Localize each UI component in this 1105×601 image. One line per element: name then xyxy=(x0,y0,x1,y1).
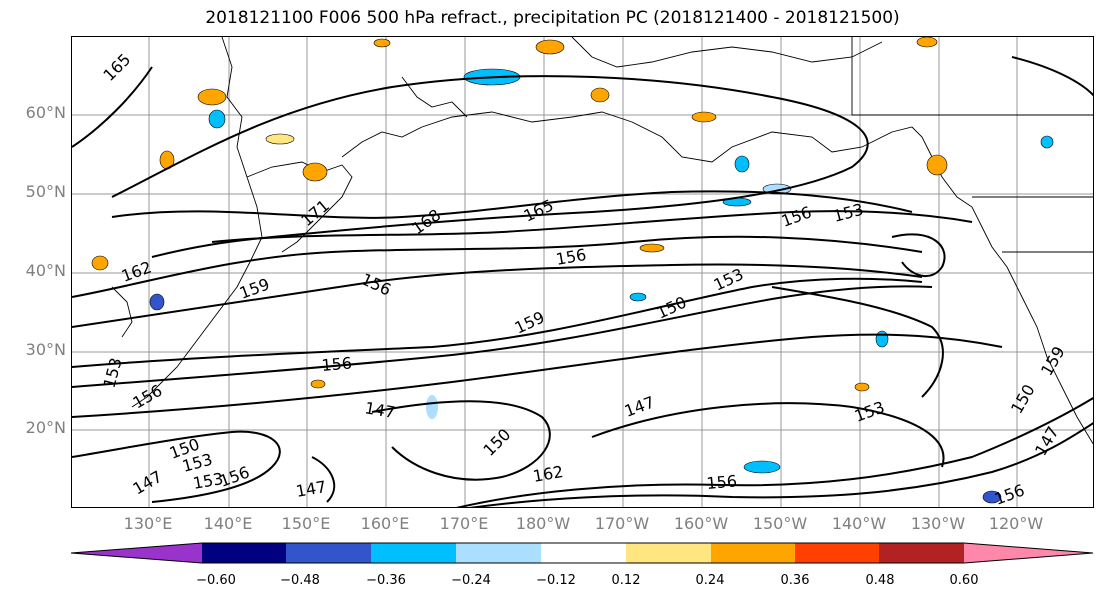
lat-label-30n: 30°N xyxy=(25,340,66,359)
contour-label: 156 xyxy=(358,269,394,299)
contour-label: 156 xyxy=(779,202,814,230)
colorbar-segment xyxy=(541,543,626,563)
colorbar-segment xyxy=(626,543,711,563)
contour-labels: 165 171 168 165 156 153 162 159 156 156 … xyxy=(99,50,1069,508)
colorbar-segment xyxy=(456,543,541,563)
lon-label-170w: 170°W xyxy=(594,514,650,533)
contour-label: 147 xyxy=(622,392,657,420)
colorbar-segment xyxy=(795,543,879,563)
lat-label-20n: 20°N xyxy=(25,418,66,437)
lon-label-150w: 150°W xyxy=(752,514,808,533)
colorbar-tick: 0.24 xyxy=(695,573,725,588)
colorbar-segment xyxy=(371,543,456,563)
contour-label: 156 xyxy=(130,381,166,413)
colorbar-segments xyxy=(70,542,1094,564)
colorbar-tick: 0.36 xyxy=(780,573,810,588)
colorbar-segment xyxy=(879,543,964,563)
lat-label-50n: 50°N xyxy=(25,182,66,201)
colorbar-svg xyxy=(70,542,1094,564)
lat-label-40n: 40°N xyxy=(25,261,66,280)
colorbar xyxy=(70,542,1094,568)
colorbar-segment xyxy=(202,543,286,563)
colorbar-tick: 0.12 xyxy=(611,573,641,588)
lon-label-130e: 130°E xyxy=(123,514,173,533)
contour-label: 156 xyxy=(706,471,738,493)
contour-label: 165 xyxy=(521,195,557,225)
contour-label: 159 xyxy=(1037,343,1069,379)
lon-label-150e: 150°E xyxy=(281,514,331,533)
colorbar-tick: 0.48 xyxy=(865,573,895,588)
lon-label-160e: 160°E xyxy=(360,514,410,533)
colorbar-outline xyxy=(70,542,1094,564)
contour-label: 156 xyxy=(992,480,1027,508)
colorbar-tick: −0.12 xyxy=(536,573,576,588)
contour-label: 162 xyxy=(531,462,564,486)
lon-label-180w: 180°W xyxy=(515,514,571,533)
lon-label-160w: 160°W xyxy=(673,514,729,533)
colorbar-segment xyxy=(286,543,371,563)
contour-label: 171 xyxy=(297,196,333,230)
contour-label: 153 xyxy=(852,397,887,425)
contour-label: 156 xyxy=(217,462,252,490)
contour-label: 147 xyxy=(294,477,327,501)
contour-label: 156 xyxy=(321,353,353,375)
colorbar-tick: −0.36 xyxy=(366,573,406,588)
lon-label-120w: 120°W xyxy=(988,514,1044,533)
map-canvas: 165 171 168 165 156 153 162 159 156 156 … xyxy=(72,37,1093,508)
coastlines xyxy=(111,37,1093,445)
map-panel: 165 171 168 165 156 153 162 159 156 156 … xyxy=(71,36,1094,508)
refractivity-contours xyxy=(72,56,1093,507)
contour-label: 150 xyxy=(1007,381,1039,417)
contour-label: 165 xyxy=(99,50,134,85)
colorbar-tick: −0.24 xyxy=(451,573,491,588)
precip-shading xyxy=(91,37,1054,504)
graticule xyxy=(72,37,1093,507)
lon-label-140e: 140°E xyxy=(203,514,253,533)
lon-label-140w: 140°W xyxy=(831,514,887,533)
contour-label: 147 xyxy=(130,467,166,499)
lon-label-170e: 170°E xyxy=(439,514,489,533)
lat-label-60n: 60°N xyxy=(25,103,66,122)
colorbar-tick: 0.60 xyxy=(949,573,979,588)
colorbar-segment xyxy=(711,543,795,563)
colorbar-tick: −0.60 xyxy=(196,573,236,588)
contour-label: 156 xyxy=(554,245,587,269)
contour-label: 153 xyxy=(100,356,126,390)
colorbar-segment xyxy=(964,543,1094,563)
contour-label: 147 xyxy=(363,398,396,422)
colorbar-segment xyxy=(71,543,202,563)
map-title: 2018121100 F006 500 hPa refract., precip… xyxy=(205,8,900,28)
lon-label-130w: 130°W xyxy=(910,514,966,533)
colorbar-tick: −0.48 xyxy=(280,573,320,588)
